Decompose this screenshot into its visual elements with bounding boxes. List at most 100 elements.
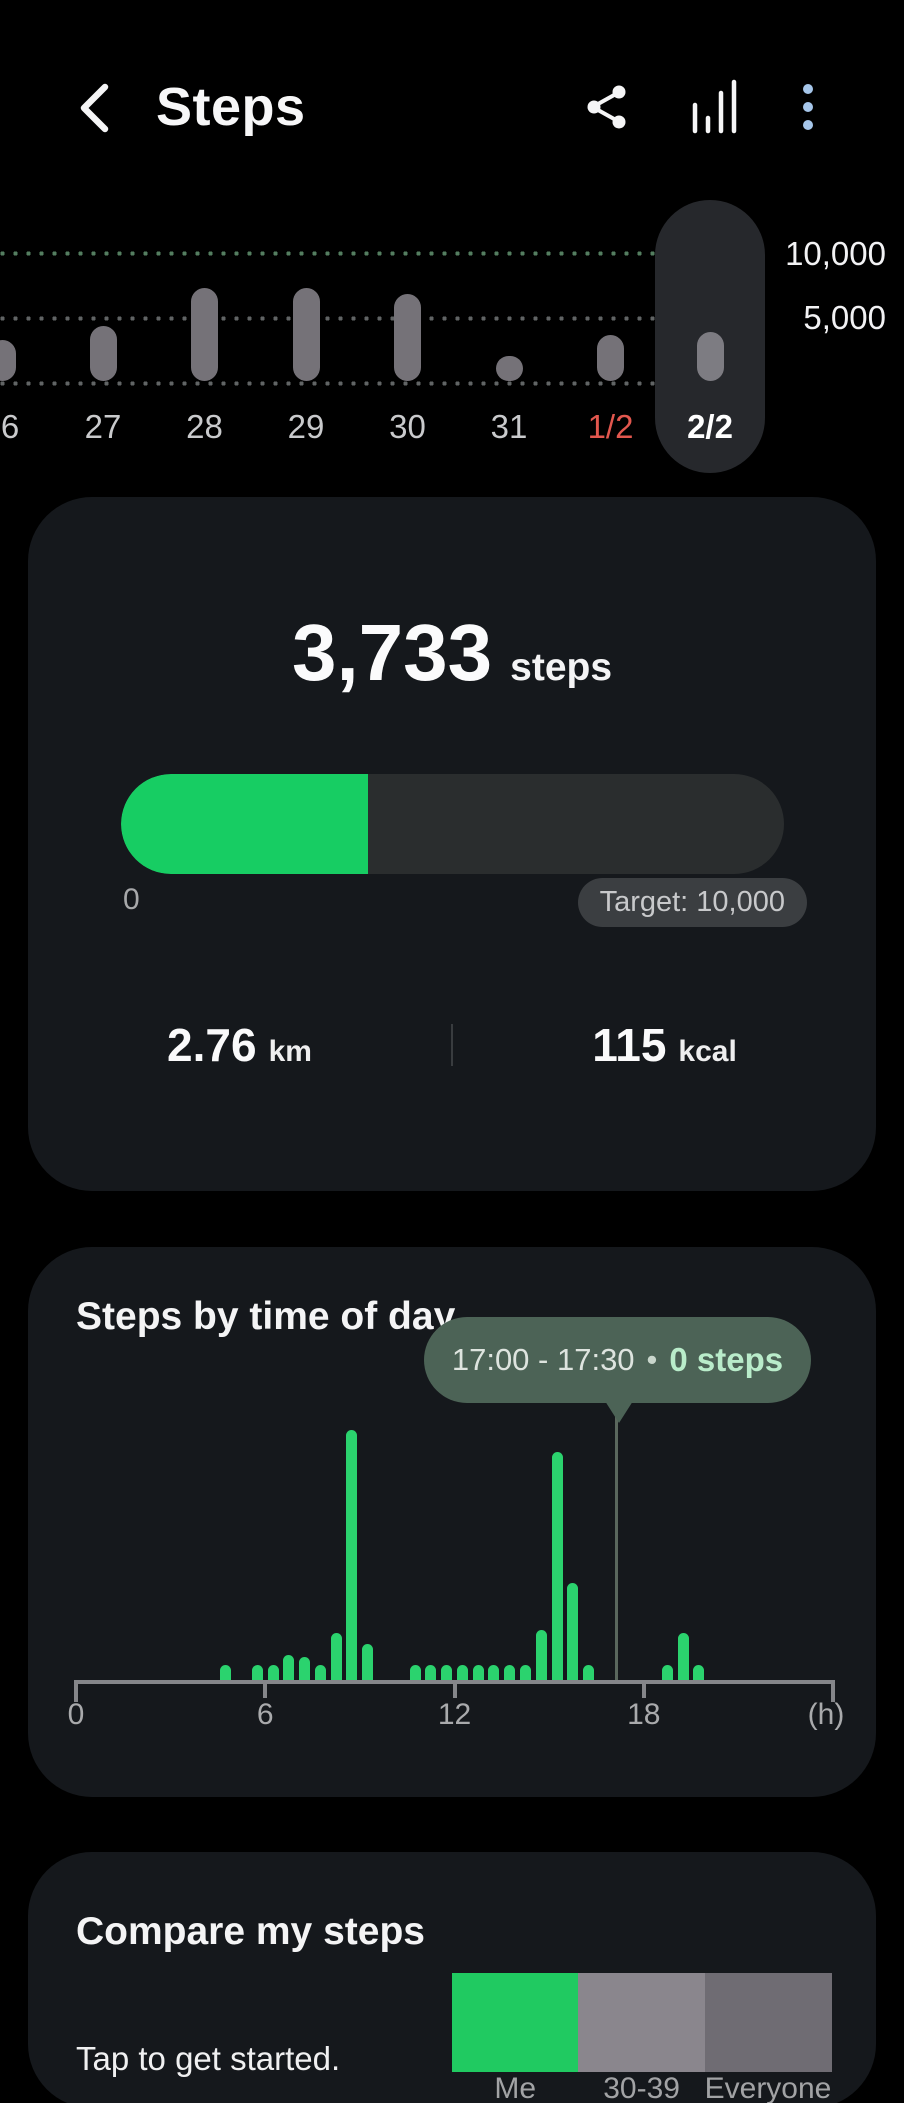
day-bar-31[interactable] <box>495 356 523 381</box>
steps-by-time-card: Steps by time of day 0 6 12 18 (h) 17:00 - 1… <box>28 1247 876 1797</box>
distance-value: 2.76 <box>167 1019 257 1071</box>
time-bar-14:00 <box>519 1665 531 1680</box>
time-bar-08:30 <box>346 1430 358 1680</box>
compare-block-30-39 <box>578 1973 706 2072</box>
time-bar-15:30 <box>567 1583 579 1680</box>
day-label-6[interactable]: 6 <box>0 408 20 445</box>
tooltip-separator-dot: • <box>646 1342 658 1377</box>
weekly-bars-layer <box>0 185 904 460</box>
day-label-31[interactable]: 31 <box>490 408 528 445</box>
day-label-27[interactable]: 27 <box>84 408 122 445</box>
time-bar-07:30 <box>314 1665 326 1680</box>
tooltip-time-range: 17:00 - 17:30 <box>451 1342 635 1377</box>
x-axis-tick-24 <box>831 1680 835 1702</box>
day-bar-29[interactable] <box>292 288 320 381</box>
y-axis-label-10000: 10,000 <box>785 235 886 272</box>
gridline-10000 <box>0 251 655 256</box>
distance-stat: 2.76 km <box>28 1018 451 1072</box>
time-bar-12:00 <box>456 1665 468 1680</box>
tooltip-step-value: 0 steps <box>669 1341 784 1378</box>
gridline-zero <box>0 381 655 386</box>
progress-min-label: 0 <box>123 883 140 916</box>
time-bar-09:00 <box>362 1644 374 1680</box>
share-icon <box>587 85 626 129</box>
day-label-30[interactable]: 30 <box>389 408 426 445</box>
time-bar-12:30 <box>472 1665 484 1680</box>
tooltip-indicator-line <box>615 1415 618 1680</box>
x-axis-label-0: 0 <box>67 1698 85 1731</box>
day-bar-30[interactable] <box>394 294 421 381</box>
back-button[interactable] <box>70 80 120 136</box>
steps-count: 3,733 <box>291 608 493 697</box>
time-bar-11:00 <box>425 1665 437 1680</box>
three-dot-menu-icon <box>803 84 813 130</box>
day-label-2/2[interactable]: 2/2 <box>687 408 733 445</box>
x-axis-tick-18 <box>641 1680 646 1698</box>
time-bar-13:30 <box>504 1665 516 1680</box>
share-button[interactable] <box>583 82 633 132</box>
more-options-button[interactable] <box>793 78 823 136</box>
compare-label-Everyone: Everyone <box>704 2072 832 2103</box>
compare-block-Me <box>452 1973 579 2072</box>
calories-value: 115 <box>592 1019 667 1071</box>
y-axis-label-5000: 5,000 <box>803 299 886 336</box>
x-axis-label-6: 6 <box>256 1698 274 1731</box>
day-bar-6[interactable] <box>0 340 16 381</box>
day-bar-28[interactable] <box>191 288 218 381</box>
day-label-1/2[interactable]: 1/2 <box>587 408 634 445</box>
time-bar-05:30 <box>251 1665 263 1680</box>
weekly-date-row: 6 27 28 29 30 31 1/2 2/2 <box>0 408 904 454</box>
day-bar-27[interactable] <box>89 326 117 381</box>
steps-count-group: 3,733 steps <box>28 607 876 699</box>
compare-subtitle: Tap to get started. <box>76 2040 341 2077</box>
day-bar-2/2[interactable] <box>696 332 724 381</box>
compare-block-Everyone <box>704 1973 832 2072</box>
day-bar-1/2[interactable] <box>597 334 624 381</box>
time-bar-16:00 <box>583 1665 595 1680</box>
x-axis-label-12: 12 <box>437 1698 472 1731</box>
slot-tooltip: 17:00 - 17:30 • 0 steps <box>424 1317 811 1403</box>
steps-unit: steps <box>510 646 613 689</box>
distance-unit: km <box>268 1035 312 1068</box>
by-time-title: Steps by time of day <box>76 1295 456 1338</box>
compare-label-30-39: 30-39 <box>603 2072 680 2103</box>
time-bar-11:30 <box>441 1665 453 1680</box>
time-bar-19:30 <box>693 1665 705 1680</box>
gridline-5000 <box>0 316 655 321</box>
x-axis-tick-0 <box>74 1680 78 1702</box>
bar-chart-icon <box>692 79 737 134</box>
time-bar-04:30 <box>220 1665 232 1680</box>
time-bar-07:00 <box>299 1657 311 1680</box>
steps-summary-card: 3,733 steps 0 Target: 10,000 2.76 km 115… <box>28 497 876 1191</box>
day-label-29[interactable]: 29 <box>287 408 325 445</box>
compare-steps-card[interactable]: Compare my steps Tap to get started. Me 3… <box>28 1852 876 2103</box>
compare-preview-graphic: Me 30-39 Everyone <box>28 1852 876 2103</box>
tooltip-pointer <box>605 1401 633 1423</box>
trends-button[interactable] <box>686 76 742 136</box>
x-axis-label-18: 18 <box>627 1698 661 1731</box>
compare-label-Me: Me <box>494 2072 537 2103</box>
x-axis-unit-label: (h) <box>807 1698 845 1731</box>
time-bar-10:30 <box>409 1665 421 1680</box>
calories-stat: 115 kcal <box>453 1018 876 1072</box>
time-bar-08:00 <box>330 1633 342 1680</box>
day-label-28[interactable]: 28 <box>186 408 223 445</box>
time-bar-18:30 <box>661 1665 673 1680</box>
x-axis-tick-12 <box>452 1680 457 1698</box>
x-axis-tick-6 <box>263 1680 268 1698</box>
time-bar-13:00 <box>488 1665 500 1680</box>
distance-calories-row: 2.76 km 115 kcal <box>28 1005 876 1085</box>
weekly-trend-chart[interactable]: 10,000 5,000 <box>0 185 904 473</box>
chevron-left-icon <box>80 83 109 133</box>
time-bar-06:00 <box>267 1665 279 1680</box>
time-bar-06:30 <box>283 1655 295 1680</box>
time-bar-15:00 <box>551 1452 563 1680</box>
goal-progress-bar <box>121 774 784 874</box>
stats-divider <box>451 1024 453 1066</box>
goal-progress-fill <box>121 774 369 874</box>
time-bar-19:00 <box>677 1633 689 1680</box>
time-of-day-chart[interactable]: 0 6 12 18 (h) <box>28 1247 876 1797</box>
calories-unit: kcal <box>678 1035 737 1068</box>
page-title: Steps <box>156 77 306 137</box>
